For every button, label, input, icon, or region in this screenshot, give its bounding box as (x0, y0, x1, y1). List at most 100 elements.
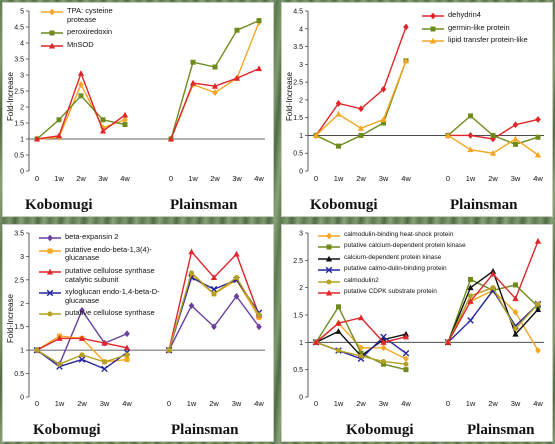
series-line-plainsman (168, 273, 260, 351)
data-point (312, 132, 320, 138)
y-tick-label: 3.5 (14, 231, 24, 238)
data-point (535, 134, 541, 140)
data-point (34, 347, 40, 353)
data-point (256, 18, 262, 24)
data-point (403, 367, 409, 373)
data-point (124, 330, 130, 338)
x-tick-label: 3w (379, 174, 389, 183)
legend-label: MnSOD (67, 39, 94, 49)
x-tick-label: 0 (167, 399, 171, 408)
y-tick-label: 0.5 (14, 371, 24, 378)
x-tick-label: 4w (254, 399, 264, 408)
data-point (123, 344, 131, 351)
legend-marker (49, 30, 55, 36)
x-tick-label: 3w (511, 174, 521, 183)
data-point (101, 365, 108, 373)
y-tick-label: 4 (20, 41, 24, 48)
y-tick-label: 0.5 (293, 367, 303, 374)
x-tick-label: 3w (98, 174, 108, 183)
legend-label: TPA: cysteine protease (67, 6, 113, 24)
group-label-plainsman: Plainsman (467, 422, 535, 438)
legend-item: putative CDPK substrate protein (318, 288, 498, 296)
legend-marker (46, 289, 54, 297)
legend-item: putative cellulose synthase catalytic su… (39, 266, 179, 284)
chart-panel-calcium: 0 0.5 1 1.5 2 2.5 3 0 1w 2w 3w 4w 0 1w 2w 3w 4w calmodul… (281, 224, 553, 442)
legend-item: dehydrin4 (422, 10, 550, 20)
data-point (380, 333, 387, 341)
legend-item: TPA: cysteine protease (41, 6, 141, 24)
data-point (490, 285, 496, 291)
legend-item: peroxiredoxin (41, 27, 141, 37)
y-tick-label: 2 (299, 97, 303, 104)
group-label-kobomugi: Kobomugi (310, 197, 378, 213)
y-tick-label: 2 (299, 285, 303, 292)
series-line-plainsman (170, 67, 260, 140)
data-point (512, 295, 519, 302)
x-tick-label: 1w (187, 399, 197, 408)
chart-svg-1: 0 0.5 1 1.5 2 2.5 3 3.5 4 4.5 0 1w 2w 3w 4w 0 1w 2w 3w 4w (293, 9, 544, 183)
data-point (335, 100, 342, 107)
data-point (211, 323, 217, 331)
legend: beta-expansin 2 putative endo-beta-1,3(4)… (39, 232, 179, 322)
legend-item: germin-like protein (422, 23, 550, 33)
y-tick-label: 2.5 (293, 258, 303, 265)
data-point (380, 344, 387, 352)
data-point (513, 282, 518, 288)
x-tick-label: 2w (356, 399, 366, 408)
data-point (212, 64, 218, 70)
data-point (122, 122, 128, 128)
legend-item: beta-expansin 2 (39, 232, 179, 242)
legend-swatch (41, 42, 63, 49)
y-tick-label: 2.5 (14, 89, 24, 96)
data-point (467, 317, 474, 324)
chart-svg-3: 0 0.5 1 1.5 2 2.5 3 0 1w 2w 3w 4w 0 1w 2w 3w 4w (293, 231, 544, 408)
data-point (234, 275, 239, 281)
data-point (256, 312, 262, 318)
legend-item: MnSOD (41, 39, 141, 50)
x-tick-label: 0 (446, 399, 450, 408)
data-point (336, 143, 341, 149)
legend: TPA: cysteine protease peroxiredoxin MnSOD (41, 6, 141, 54)
data-point (490, 132, 496, 138)
legend-label: peroxiredoxin (67, 27, 113, 37)
legend-marker (47, 248, 53, 254)
legend-marker (326, 279, 332, 285)
data-point (402, 57, 410, 64)
data-point (233, 250, 240, 257)
data-point (211, 291, 217, 297)
data-point (99, 127, 107, 134)
legend: calmodulin-binding heat-shock protein put… (318, 231, 498, 300)
x-tick-label: 3w (379, 399, 389, 408)
data-point (489, 270, 497, 277)
x-tick-label: 3w (232, 174, 242, 183)
y-tick-label: 4.5 (293, 9, 303, 16)
legend-label: dehydrin4 (448, 10, 481, 19)
legend-item: putative cellulose synthase (39, 309, 179, 318)
legend-label: lipid transfer protein-like (448, 35, 528, 45)
data-point (121, 111, 129, 118)
legend-marker (49, 8, 55, 16)
data-point (57, 361, 62, 367)
data-point (468, 293, 473, 299)
data-point (335, 328, 342, 334)
data-point (55, 132, 63, 139)
x-tick-label: 4w (401, 174, 411, 183)
data-point (489, 149, 497, 156)
legend-label: putative calmo-dulin-binding protein (344, 265, 447, 273)
legend-label: putative calcium-dependent protein kinas… (344, 242, 466, 250)
legend-marker (47, 234, 53, 242)
data-point (255, 65, 263, 72)
legend-marker (47, 311, 53, 317)
legend-marker (46, 268, 54, 275)
x-tick-label: 0 (314, 174, 318, 183)
x-tick-label: 0 (35, 174, 39, 183)
x-tick-label: 1w (55, 399, 65, 408)
x-tick-label: 1w (334, 399, 344, 408)
data-point (381, 358, 386, 364)
group-label-kobomugi: Kobomugi (33, 422, 101, 438)
y-axis-label: Fold-Increase (6, 72, 15, 121)
y-tick-label: 2 (20, 301, 24, 308)
legend-marker (48, 42, 56, 49)
legend-swatch (318, 279, 340, 285)
y-tick-label: 1.5 (14, 324, 24, 331)
